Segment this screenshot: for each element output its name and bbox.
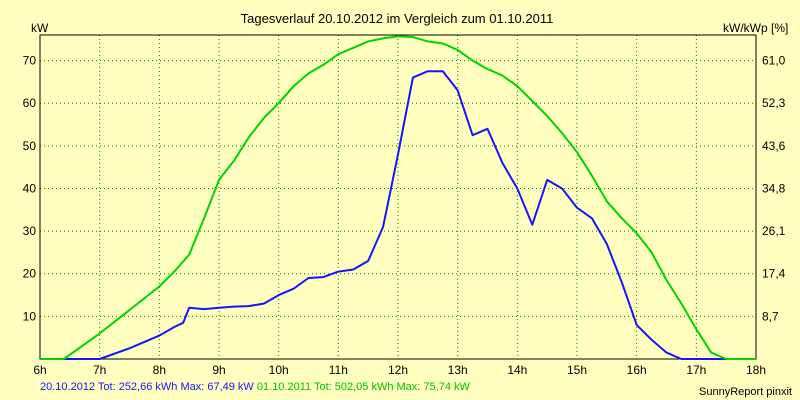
series-lines	[40, 35, 756, 360]
y-tick-label-left: 40	[23, 181, 37, 195]
y-tick-label-right: 26,1	[762, 224, 786, 238]
x-tick-label: 15h	[567, 363, 587, 377]
y-tick-label-right: 52,3	[762, 96, 786, 110]
y-axis-left-label: kW	[31, 21, 49, 35]
x-tick-label: 14h	[507, 363, 527, 377]
y-tick-label-left: 10	[23, 309, 37, 323]
x-tick-label: 10h	[269, 363, 289, 377]
x-tick-label: 12h	[388, 363, 408, 377]
grid	[40, 35, 756, 359]
y-tick-label-right: 8,7	[762, 309, 779, 323]
x-tick-label: 16h	[627, 363, 647, 377]
y-tick-label-right: 17,4	[762, 267, 786, 281]
y-tick-label-right: 34,8	[762, 181, 786, 195]
legend-series-2: 01.10.2011 Tot: 502,05 kWh Max: 75,74 kW	[256, 381, 470, 393]
x-tick-label: 18h	[746, 363, 766, 377]
legend-series-1: 20.10.2012 Tot: 252,66 kWh Max: 67,49 kW	[40, 381, 254, 393]
x-tick-label: 8h	[153, 363, 166, 377]
x-tick-label: 13h	[448, 363, 468, 377]
y-tick-label-left: 50	[23, 139, 37, 153]
chart-title: Tagesverlauf 20.10.2012 im Vergleich zum…	[241, 11, 554, 26]
y-tick-label-right: 43,6	[762, 139, 786, 153]
x-tick-label: 9h	[212, 363, 225, 377]
y-axis-right-label: kW/kWp [%]	[723, 21, 788, 35]
series-line-1	[40, 70, 727, 360]
x-tick-label: 6h	[33, 363, 46, 377]
y-tick-label-left: 30	[23, 224, 37, 238]
y-tick-label-left: 20	[23, 267, 37, 281]
tick-labels: 6h 7h 8h 9h 10h 11h 12h 13h 14h 15h 16h 17h 18h 10 8,7…	[23, 54, 786, 377]
y-tick-label-left: 60	[23, 96, 37, 110]
y-tick-label-right: 61,0	[762, 54, 786, 68]
legend-footer: 20.10.2012 Tot: 252,66 kWh Max: 67,49 kW…	[40, 381, 470, 393]
y-tick-label-left: 70	[23, 54, 37, 68]
x-tick-label: 17h	[686, 363, 706, 377]
brand-credit: SunnyReport pinxit	[699, 386, 792, 398]
series-line-2	[40, 35, 756, 360]
x-tick-label: 11h	[329, 363, 348, 377]
x-tick-label: 7h	[93, 363, 106, 377]
plot-frame	[39, 34, 757, 360]
